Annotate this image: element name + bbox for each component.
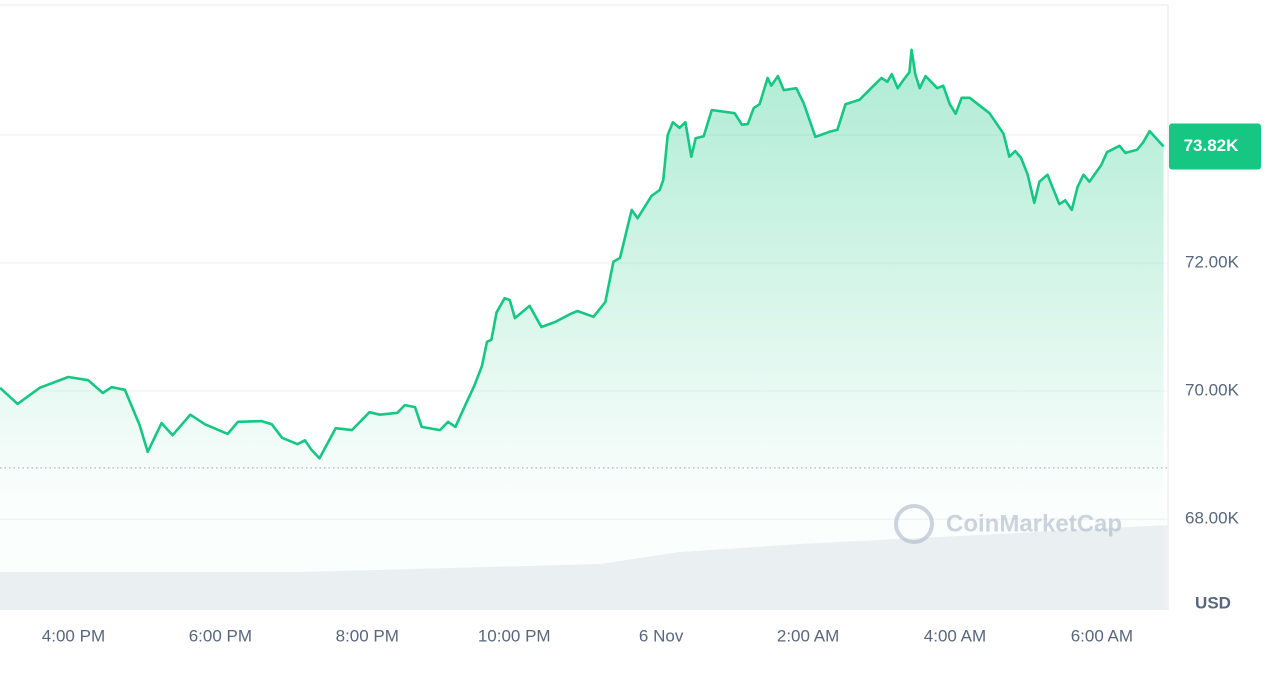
x-tick-label: 4:00 PM — [42, 626, 105, 645]
y-tick-label: 72.00K — [1185, 252, 1240, 271]
price-area — [0, 49, 1164, 611]
watermark-text: CoinMarketCap — [946, 510, 1122, 537]
y-tick-label: 70.00K — [1185, 381, 1240, 400]
currency-label: USD — [1195, 593, 1231, 612]
x-tick-label: 6:00 AM — [1071, 626, 1133, 645]
x-tick-label: 8:00 PM — [336, 626, 399, 645]
last-price-badge — [1169, 123, 1261, 170]
x-tick-label: 10:00 PM — [478, 626, 551, 645]
x-tick-label: 6:00 PM — [189, 626, 252, 645]
x-tick-label: 2:00 AM — [777, 626, 839, 645]
y-tick-label: 68.00K — [1185, 509, 1240, 528]
x-tick-label: 6 Nov — [639, 626, 684, 645]
x-tick-label: 4:00 AM — [924, 626, 986, 645]
price-line — [0, 48, 1165, 460]
watermark: CoinMarketCap — [894, 504, 1122, 544]
last-price-label: 73.82K — [1184, 136, 1240, 155]
